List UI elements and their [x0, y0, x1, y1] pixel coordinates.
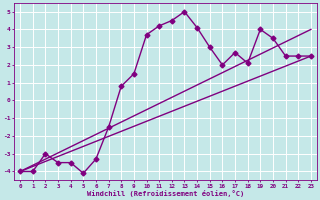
X-axis label: Windchill (Refroidissement éolien,°C): Windchill (Refroidissement éolien,°C)	[87, 190, 244, 197]
